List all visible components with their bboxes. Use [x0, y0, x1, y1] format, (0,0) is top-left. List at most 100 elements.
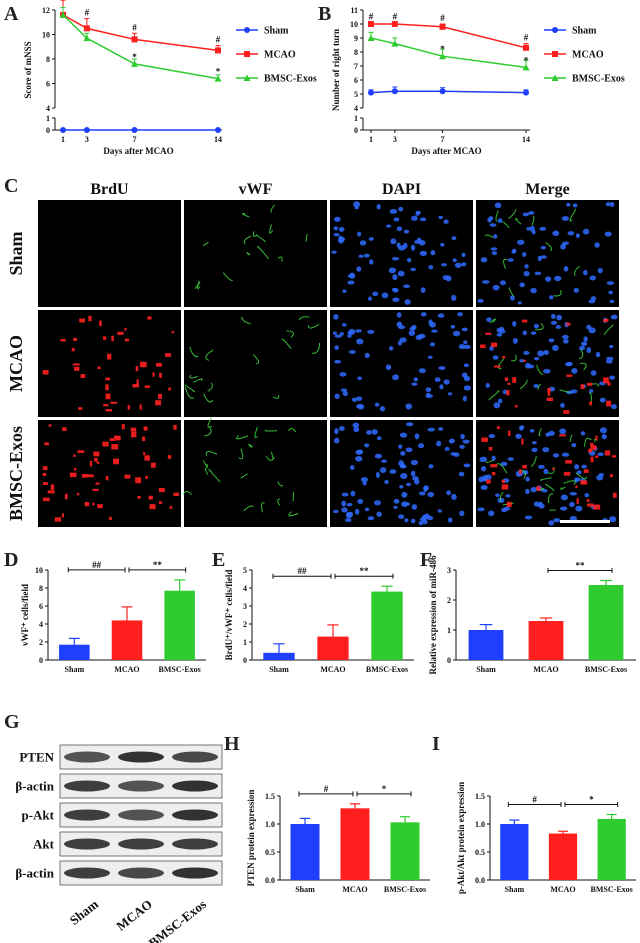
dapi-nucleus — [482, 475, 488, 481]
vwf-signal — [257, 245, 269, 260]
brdu-signal — [512, 377, 517, 383]
dapi-nucleus — [599, 427, 608, 434]
y-tick-label: 1.0 — [475, 820, 485, 829]
chart-d-vwf-cells: 0 2 4 6 8 10 vWF⁺ cells/field Sham MCAO BMSC-Exos… — [20, 560, 206, 674]
significance-label: * — [589, 794, 594, 804]
brdu-signal — [506, 501, 512, 508]
band — [172, 809, 218, 821]
dapi-nucleus — [406, 257, 412, 263]
dapi-nucleus — [341, 500, 347, 507]
dapi-nucleus — [461, 262, 467, 267]
dapi-nucleus — [388, 267, 397, 274]
data-point — [83, 127, 90, 133]
dapi-nucleus — [575, 233, 580, 239]
dapi-nucleus — [352, 422, 360, 428]
dapi-nucleus — [561, 216, 570, 221]
dapi-nucleus — [533, 501, 540, 507]
y-tick-label: 4 — [39, 620, 43, 629]
bar-mcao — [548, 833, 578, 880]
dapi-nucleus — [497, 218, 503, 223]
dapi-nucleus — [606, 281, 615, 286]
y-tick-label: 8 — [39, 584, 43, 593]
brdu-signal — [521, 319, 528, 323]
row-title: MCAO — [6, 335, 26, 392]
vwf-signal — [560, 486, 566, 490]
dapi-nucleus — [549, 295, 554, 300]
dapi-nucleus — [331, 250, 337, 254]
dapi-nucleus — [532, 441, 537, 445]
vwf-signal — [580, 362, 587, 371]
brdu-signal — [491, 342, 498, 348]
brdu-signal — [590, 456, 594, 463]
dapi-nucleus — [485, 382, 490, 389]
dapi-nucleus — [411, 215, 418, 221]
brdu-signal — [563, 410, 570, 414]
vwf-signal — [298, 316, 310, 321]
dapi-nucleus — [367, 296, 373, 301]
band — [64, 867, 110, 879]
dapi-nucleus — [371, 429, 378, 435]
bar-bmsc-exos — [371, 591, 403, 660]
bar-mcao — [317, 636, 349, 660]
dapi-nucleus — [519, 359, 525, 363]
dapi-nucleus — [533, 357, 540, 361]
brdu-signal — [173, 492, 179, 497]
dapi-nucleus — [404, 518, 409, 523]
bar-mcao — [340, 808, 370, 880]
dapi-nucleus — [578, 345, 586, 351]
brdu-signal — [73, 337, 78, 341]
significance-mark: * — [216, 67, 221, 77]
brdu-signal — [95, 482, 100, 485]
dapi-nucleus — [463, 344, 471, 350]
dapi-nucleus — [495, 493, 500, 498]
y-tick-label: 3 — [243, 602, 247, 611]
dapi-nucleus — [610, 404, 617, 410]
brdu-signal — [136, 379, 139, 385]
vwf-signal — [538, 428, 542, 437]
brdu-signal — [60, 339, 66, 342]
dapi-nucleus — [530, 486, 538, 493]
brdu-signal — [607, 381, 611, 386]
dapi-nucleus — [482, 280, 490, 284]
dapi-nucleus — [497, 497, 505, 503]
dapi-nucleus — [438, 366, 446, 371]
data-point — [439, 52, 447, 60]
brdu-signal — [491, 472, 496, 476]
x-tick-label: MCAO — [550, 885, 575, 894]
legend-label: Sham — [572, 26, 597, 37]
dapi-nucleus — [356, 266, 362, 272]
dapi-nucleus — [440, 263, 447, 267]
brdu-signal — [158, 487, 165, 493]
significance-label: * — [382, 784, 387, 794]
dapi-nucleus — [368, 237, 374, 241]
brdu-signal — [169, 506, 173, 509]
y-tick-label: 4 — [46, 104, 50, 113]
brdu-signal — [135, 477, 142, 484]
bar-bmsc-exos — [597, 818, 626, 880]
x-tick-label: BMSC-Exos — [159, 665, 201, 674]
dapi-nucleus — [488, 434, 496, 439]
brdu-signal — [78, 407, 83, 410]
dapi-nucleus — [399, 432, 408, 438]
y-tick-label: 1 — [243, 638, 247, 647]
dapi-nucleus — [356, 404, 363, 409]
brdu-signal — [107, 353, 112, 360]
dapi-nucleus — [575, 477, 581, 482]
dapi-nucleus — [418, 491, 426, 496]
dapi-nucleus — [525, 476, 530, 482]
dapi-nucleus — [408, 329, 416, 336]
brdu-signal — [117, 331, 124, 335]
dapi-nucleus — [517, 301, 522, 305]
brdu-signal — [566, 374, 573, 377]
dapi-nucleus — [338, 227, 345, 232]
dapi-nucleus — [385, 364, 392, 371]
significance-mark: # — [85, 8, 90, 18]
dapi-nucleus — [480, 257, 488, 263]
dapi-nucleus — [588, 327, 596, 334]
dapi-nucleus — [417, 333, 426, 339]
dapi-nucleus — [542, 447, 550, 453]
y-axis-title: vWF⁺ cells/field — [20, 584, 30, 646]
dapi-nucleus — [409, 326, 416, 331]
dapi-nucleus — [418, 368, 426, 374]
dapi-nucleus — [463, 363, 470, 368]
